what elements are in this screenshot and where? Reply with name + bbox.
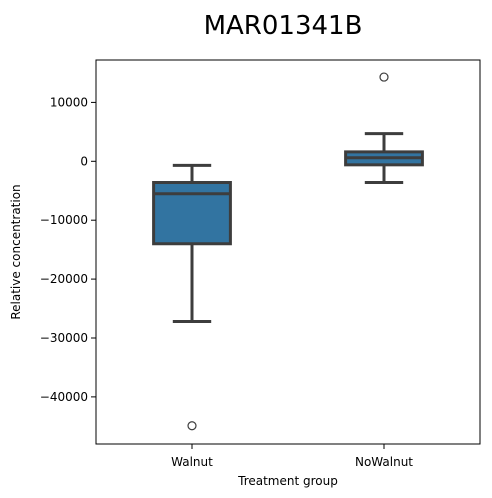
y-axis-label: Relative concentration bbox=[9, 184, 23, 319]
outlier-point bbox=[188, 422, 196, 430]
y-tick-label: 10000 bbox=[50, 95, 88, 109]
plot-area bbox=[154, 73, 423, 430]
x-tick-label: Walnut bbox=[171, 455, 213, 469]
y-tick-label: −20000 bbox=[40, 272, 88, 286]
outlier-point bbox=[380, 73, 388, 81]
chart-title: MAR01341B bbox=[204, 11, 363, 41]
y-tick-label: 0 bbox=[80, 154, 88, 168]
plot-frame bbox=[96, 60, 480, 444]
y-tick-label: −30000 bbox=[40, 331, 88, 345]
x-axis-label: Treatment group bbox=[237, 474, 338, 488]
x-tick-label: NoWalnut bbox=[355, 455, 413, 469]
y-tick-label: −40000 bbox=[40, 390, 88, 404]
y-tick-label: −10000 bbox=[40, 213, 88, 227]
box-Walnut bbox=[154, 183, 231, 244]
